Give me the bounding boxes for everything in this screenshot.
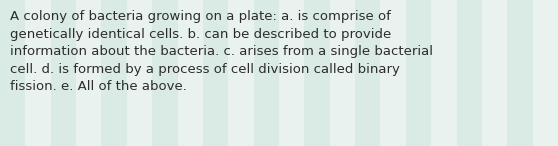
FancyBboxPatch shape	[228, 0, 254, 146]
FancyBboxPatch shape	[203, 0, 228, 146]
FancyBboxPatch shape	[533, 0, 558, 146]
FancyBboxPatch shape	[406, 0, 431, 146]
FancyBboxPatch shape	[381, 0, 406, 146]
FancyBboxPatch shape	[25, 0, 51, 146]
FancyBboxPatch shape	[330, 0, 355, 146]
FancyBboxPatch shape	[177, 0, 203, 146]
FancyBboxPatch shape	[254, 0, 279, 146]
FancyBboxPatch shape	[456, 0, 482, 146]
FancyBboxPatch shape	[102, 0, 127, 146]
FancyBboxPatch shape	[76, 0, 102, 146]
FancyBboxPatch shape	[431, 0, 456, 146]
FancyBboxPatch shape	[355, 0, 381, 146]
FancyBboxPatch shape	[0, 0, 25, 146]
FancyBboxPatch shape	[152, 0, 177, 146]
FancyBboxPatch shape	[279, 0, 304, 146]
FancyBboxPatch shape	[304, 0, 330, 146]
FancyBboxPatch shape	[482, 0, 507, 146]
FancyBboxPatch shape	[51, 0, 76, 146]
FancyBboxPatch shape	[127, 0, 152, 146]
Text: A colony of bacteria growing on a plate: a. is comprise of
genetically identical: A colony of bacteria growing on a plate:…	[10, 10, 433, 93]
FancyBboxPatch shape	[507, 0, 533, 146]
